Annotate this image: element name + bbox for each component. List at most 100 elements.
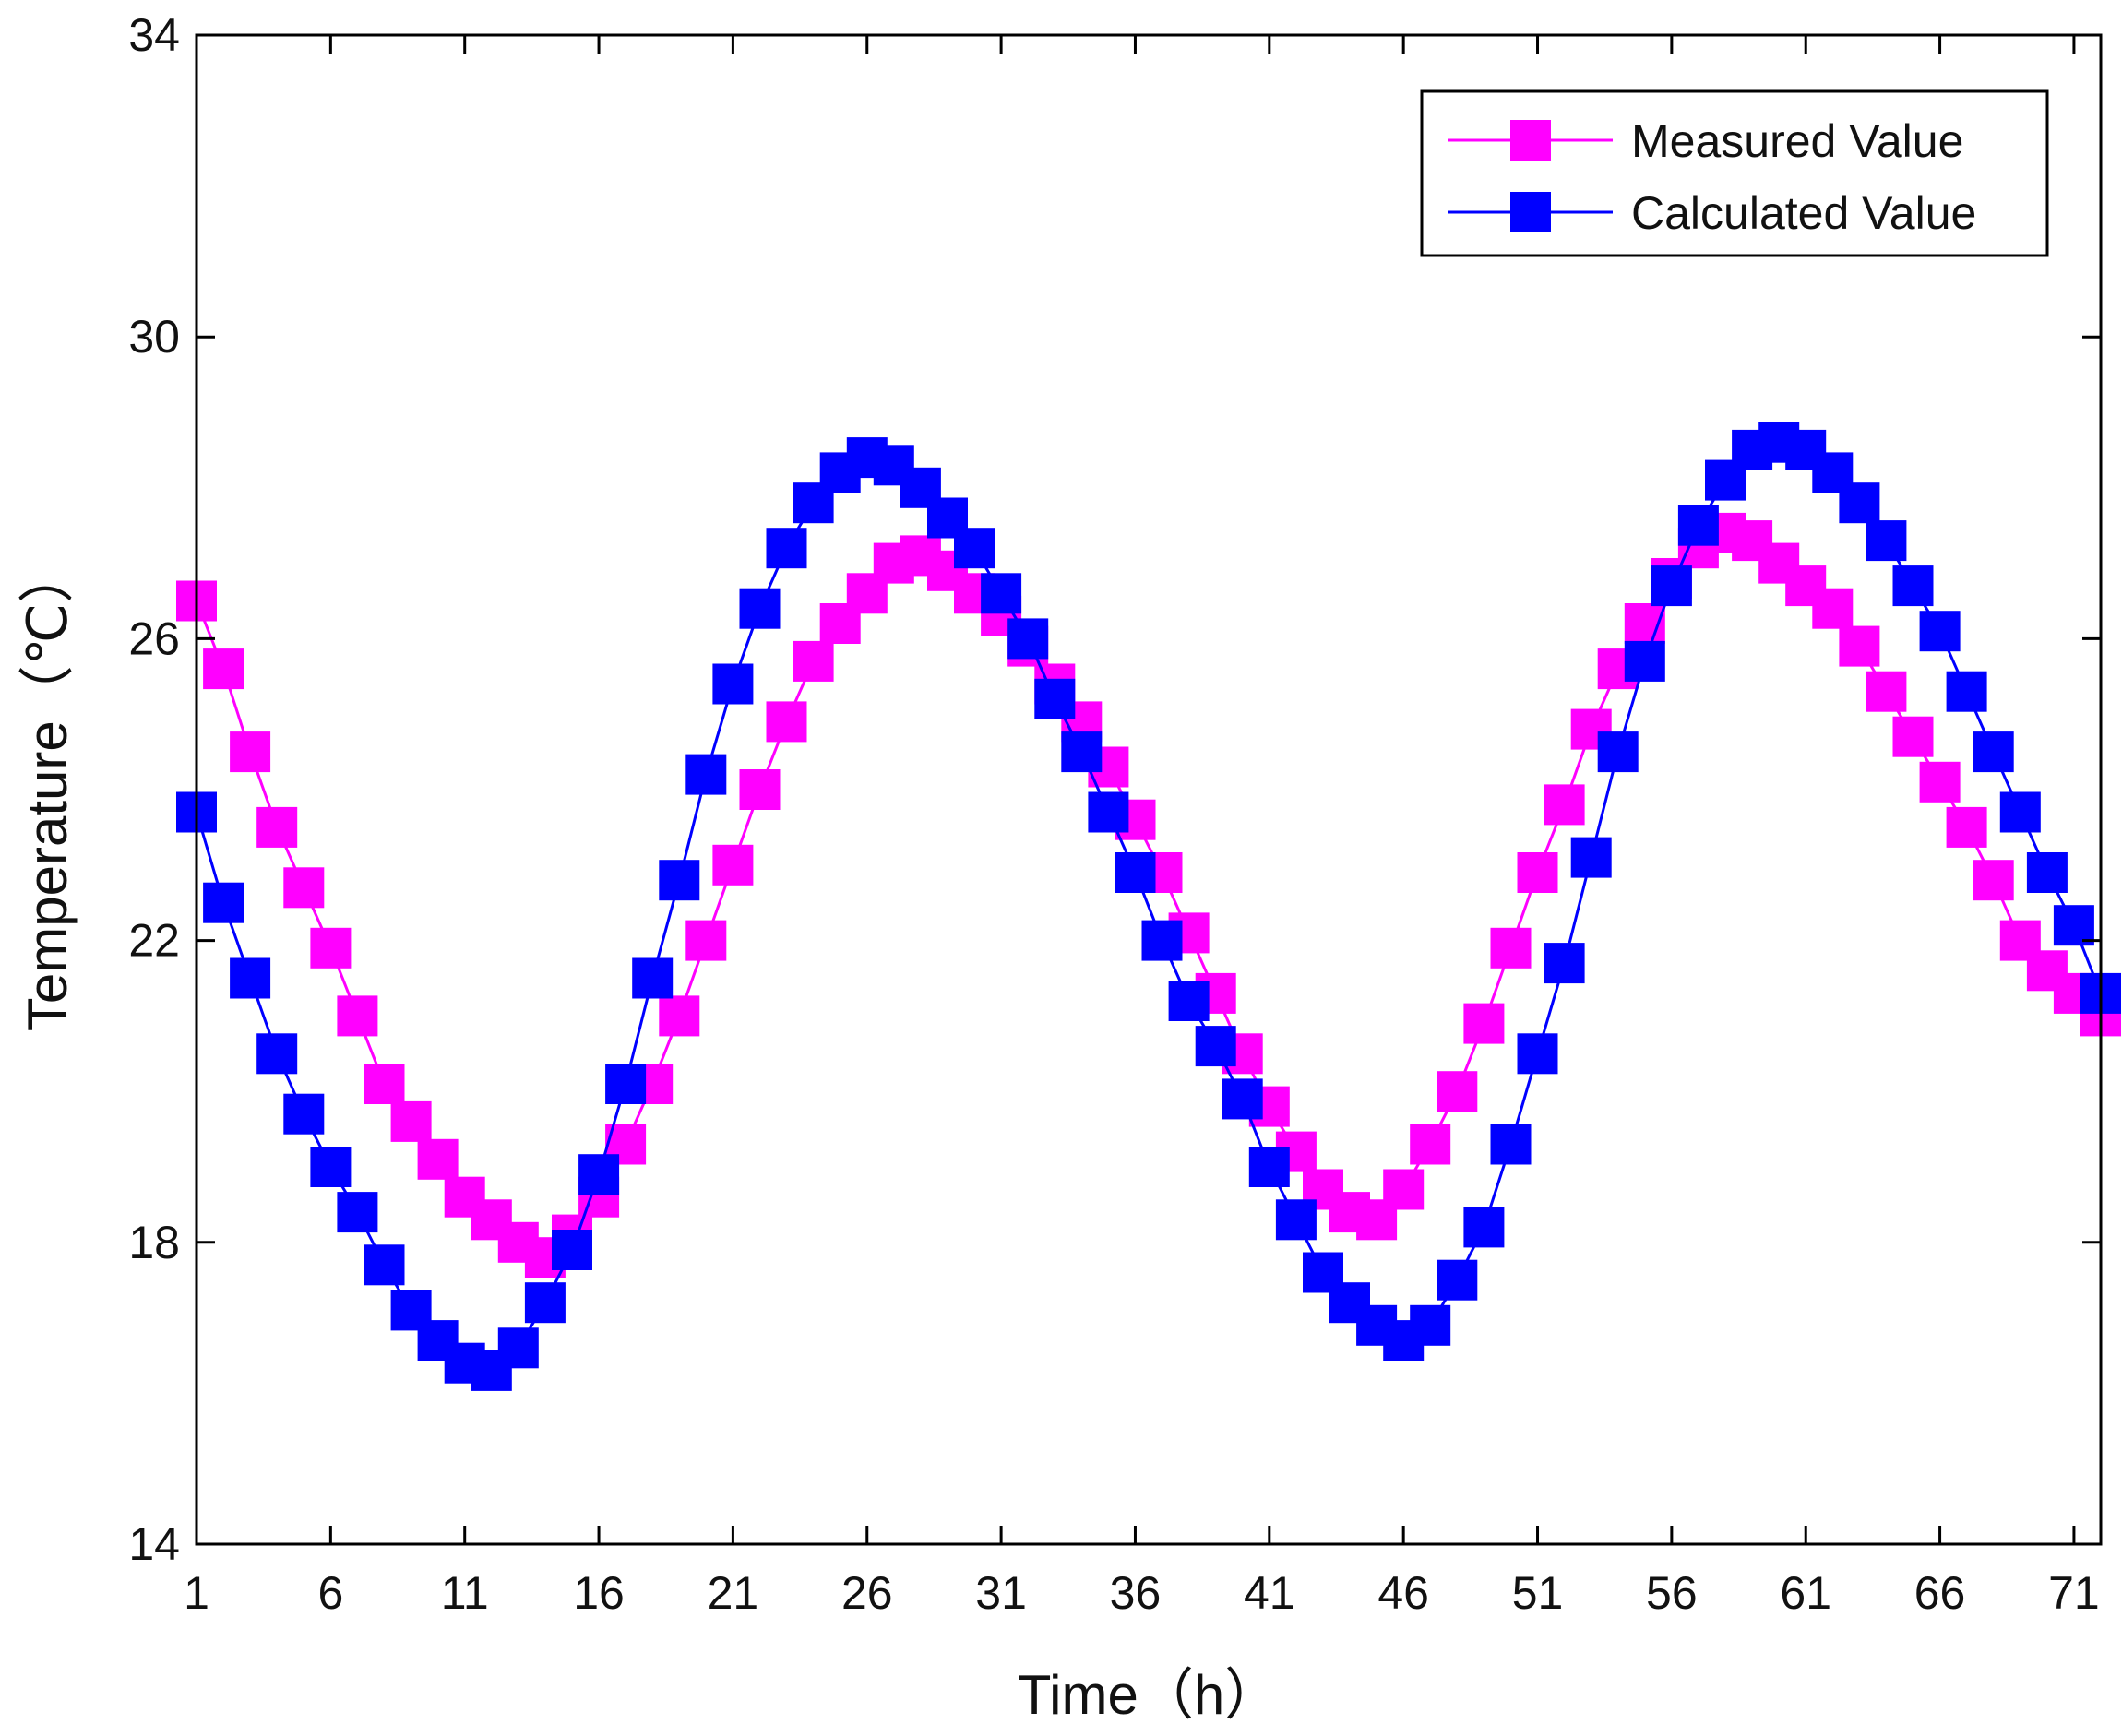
data-point <box>1383 1169 1425 1210</box>
data-point <box>1544 784 1585 826</box>
data-point <box>1490 927 1532 969</box>
data-point <box>1437 1071 1478 1112</box>
data-point <box>310 927 352 969</box>
data-point <box>1490 1124 1532 1165</box>
data-point <box>632 957 674 999</box>
legend-label-measured: Measured Value <box>1631 115 1963 167</box>
data-point <box>1410 1124 1451 1165</box>
data-point <box>1115 852 1156 893</box>
data-point <box>793 640 834 682</box>
y-tick-label: 18 <box>128 1217 180 1268</box>
data-point <box>578 1154 620 1195</box>
legend-marker-measured <box>1510 120 1551 161</box>
y-tick-label: 26 <box>128 612 180 664</box>
data-point <box>1410 1304 1451 1346</box>
data-point <box>739 588 781 629</box>
data-point <box>1088 791 1129 833</box>
data-point <box>390 1100 432 1142</box>
data-point <box>712 663 754 705</box>
x-tick-label: 46 <box>1377 1567 1429 1619</box>
data-point <box>766 701 807 743</box>
x-tick-label: 61 <box>1780 1567 1831 1619</box>
data-point <box>524 1282 566 1324</box>
x-tick-label: 71 <box>2048 1567 2100 1619</box>
series-0 <box>176 512 2121 1278</box>
data-point <box>1677 505 1719 546</box>
data-point <box>552 1230 592 1270</box>
data-point <box>1141 920 1183 961</box>
data-point <box>310 1147 352 1187</box>
data-point <box>203 882 244 923</box>
x-tick-label: 31 <box>975 1567 1027 1619</box>
x-tick-label: 56 <box>1646 1567 1698 1619</box>
data-point <box>1007 618 1049 660</box>
data-point <box>1463 1207 1505 1248</box>
data-point <box>1839 482 1880 524</box>
data-point <box>230 957 271 999</box>
data-point <box>1892 716 1934 757</box>
x-tick-label: 21 <box>708 1567 759 1619</box>
data-point <box>1946 671 1987 712</box>
data-point <box>1517 852 1558 893</box>
data-point <box>1866 520 1907 562</box>
x-tick-label: 66 <box>1914 1567 1966 1619</box>
data-point <box>1168 981 1210 1021</box>
legend-label-calculated: Calculated Value <box>1631 187 1976 239</box>
data-point <box>1624 640 1665 682</box>
y-tick-label: 30 <box>128 311 180 363</box>
data-point <box>230 731 271 773</box>
data-point <box>1892 565 1934 607</box>
data-point <box>1866 671 1907 712</box>
x-tick-label: 36 <box>1110 1567 1162 1619</box>
y-tick-label: 34 <box>128 9 180 61</box>
data-point <box>659 860 700 901</box>
legend-marker-calculated <box>1510 192 1551 232</box>
series-layer <box>176 422 2121 1391</box>
data-point <box>1946 806 1987 848</box>
data-point <box>1275 1199 1317 1241</box>
data-point <box>283 1093 325 1135</box>
data-point <box>1597 731 1639 773</box>
data-point <box>1999 791 2041 833</box>
x-tick-label: 16 <box>573 1567 625 1619</box>
plot-area-frame <box>195 33 2103 1546</box>
data-point <box>337 995 378 1037</box>
data-point <box>364 1064 405 1104</box>
data-point <box>1973 731 2014 773</box>
data-point <box>256 806 298 848</box>
data-point <box>1463 1003 1505 1044</box>
data-point <box>283 867 325 909</box>
x-tick-label: 6 <box>317 1567 343 1619</box>
data-point <box>1034 678 1076 719</box>
data-point <box>1222 1078 1263 1120</box>
data-point <box>1517 1033 1558 1075</box>
data-point <box>1919 611 1961 652</box>
data-point <box>364 1244 405 1286</box>
data-point <box>1973 860 2014 901</box>
data-point <box>1544 943 1585 984</box>
data-point <box>2026 852 2068 893</box>
data-point <box>1919 761 1961 803</box>
data-point <box>1437 1259 1478 1301</box>
data-point <box>1812 588 1854 629</box>
data-point <box>1839 625 1880 667</box>
data-point <box>712 844 754 886</box>
data-point <box>766 528 807 569</box>
data-point <box>337 1192 378 1233</box>
data-point <box>1195 1026 1236 1067</box>
y-axis-title: Temperature（℃） <box>17 548 78 1031</box>
x-tick-label: 11 <box>441 1567 489 1619</box>
x-tick-label: 41 <box>1244 1567 1295 1619</box>
data-point <box>2053 905 2094 946</box>
y-tick-label: 14 <box>128 1518 180 1570</box>
data-point <box>1248 1147 1290 1187</box>
data-point <box>954 528 995 569</box>
data-point <box>659 995 700 1037</box>
data-point <box>1061 731 1103 773</box>
data-point <box>497 1327 539 1369</box>
data-point <box>1570 837 1612 878</box>
x-tick-label: 1 <box>184 1567 209 1619</box>
